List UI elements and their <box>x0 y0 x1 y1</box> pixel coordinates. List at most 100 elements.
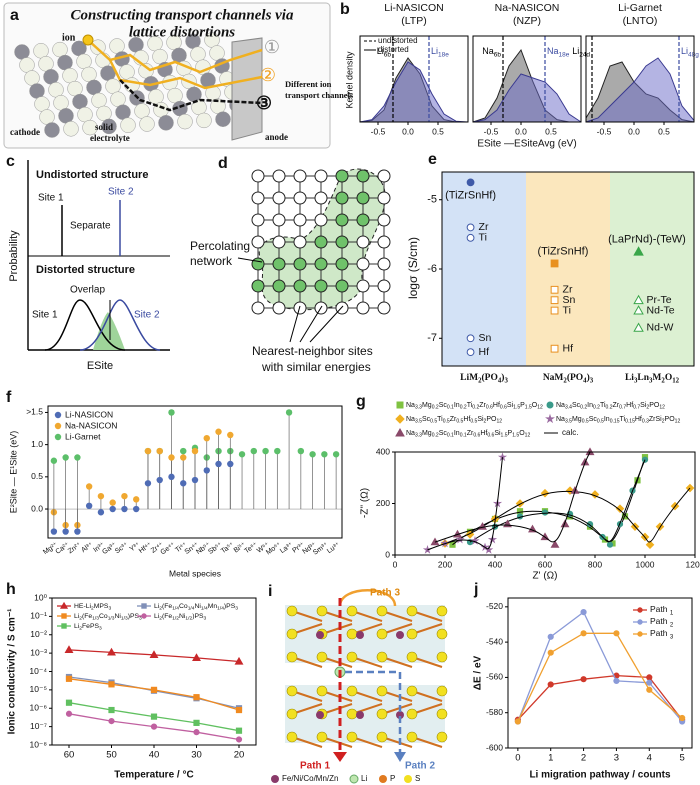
x-tick-label: -0.5 <box>371 126 386 136</box>
axis-title: E²Site — E¹Site (eV) <box>8 431 18 514</box>
plot-frame <box>585 35 695 123</box>
site <box>335 279 349 293</box>
stem-head <box>168 454 175 461</box>
site <box>293 257 307 271</box>
atom <box>316 711 324 719</box>
ion-path <box>119 79 263 112</box>
title: Constructing transport channels via <box>71 7 294 23</box>
site-label: Na18e <box>547 46 570 58</box>
legend-swatch <box>637 619 643 625</box>
x-tick-label: 0.5 <box>545 126 557 136</box>
site <box>335 235 349 249</box>
y-tick-label: 10⁻¹ <box>30 611 47 621</box>
legend-label: HE-Li2MPS3 <box>74 603 111 612</box>
site <box>272 301 286 315</box>
point <box>550 540 560 548</box>
legend-label: Li2(Fe1/4Co1/4Ni1/4Mn1/4)PS3 <box>154 603 238 612</box>
stem-head <box>62 528 69 535</box>
y-tick-label: -600 <box>486 742 503 752</box>
point <box>606 541 614 548</box>
site-curve <box>44 299 126 351</box>
legend-label: Path 2 <box>650 616 674 628</box>
x-tick-label: -0.5 <box>484 126 499 136</box>
point-label: Ti <box>479 232 487 244</box>
axis-title: -Z'' (Ω) <box>360 488 371 518</box>
y-tick-label: 0.0 <box>31 503 43 513</box>
legend-label: Na3.5Sc0.5Ti0.5Zr0.5Hf0.5Si2PO12 <box>406 416 502 425</box>
axis-title: Z' (Ω) <box>533 571 558 582</box>
channel-number: ③ <box>256 93 272 113</box>
atom <box>406 651 418 663</box>
atom <box>346 628 358 640</box>
y-tick-label: 10⁻² <box>30 629 47 639</box>
x-tick-label: 50 <box>106 750 117 761</box>
y-tick-label: -540 <box>486 636 503 646</box>
y-tick-label: 10⁻³ <box>30 647 47 657</box>
site <box>272 235 286 249</box>
site <box>272 213 286 227</box>
stem-head <box>191 447 199 455</box>
axis-title: Probability <box>8 230 20 282</box>
panel-d: d Percolating network Nearest-neighbor s… <box>190 155 391 374</box>
x-tick-label: 20 <box>234 750 245 761</box>
title: lattice distortions <box>129 24 235 40</box>
point <box>550 285 559 294</box>
point <box>550 296 559 305</box>
point <box>550 259 559 268</box>
point <box>193 719 200 726</box>
site-label: Site 1 <box>32 310 58 321</box>
ion-path <box>87 39 263 74</box>
atom <box>110 91 126 107</box>
atom <box>396 631 404 639</box>
point <box>580 630 587 637</box>
atom <box>38 56 54 72</box>
cathode-label: cathode <box>10 127 40 137</box>
anode-slab <box>231 37 263 141</box>
stem-head <box>156 447 163 455</box>
atom <box>316 685 328 697</box>
legend-swatch <box>379 775 387 783</box>
legend-label: Li2(Fe1/2Ni1/2)PS3 <box>154 613 207 622</box>
note: Different ion <box>285 79 332 89</box>
stem-head <box>262 447 269 455</box>
site <box>377 169 391 183</box>
x-tick-label: 800 <box>588 559 602 569</box>
series-line <box>517 674 683 721</box>
stem-head <box>309 451 316 458</box>
legend-label: undistorted <box>378 36 418 45</box>
point-label: Nd-W <box>647 322 674 334</box>
separate-label: Separate <box>70 221 111 232</box>
x-tick-label: 3 <box>614 753 619 764</box>
site <box>314 257 328 271</box>
atom <box>376 685 388 697</box>
point <box>193 729 200 736</box>
y-tick-label: 400 <box>376 446 390 456</box>
point-label: (TiZrSnHf) <box>445 189 496 201</box>
point <box>633 322 644 332</box>
point <box>65 699 73 706</box>
point <box>108 717 115 725</box>
stem-head <box>50 528 58 535</box>
atom <box>76 53 92 70</box>
stem-head <box>180 480 187 487</box>
category-label: LiM2(PO4)3 <box>460 372 508 384</box>
y-tick-label: 10⁻⁵ <box>30 684 47 694</box>
legend-label: Path 1 <box>650 604 674 616</box>
stem-head <box>250 447 257 455</box>
y-tick-label: 10⁰ <box>34 592 47 602</box>
atom <box>436 708 448 720</box>
x-tick-label: 0.0 <box>402 126 414 136</box>
atom <box>109 38 125 54</box>
site-label: Na6b <box>482 46 501 58</box>
point-label: (TiZrSnHf) <box>537 245 588 257</box>
atom <box>52 41 68 58</box>
site <box>272 257 286 271</box>
stem-head <box>97 509 105 516</box>
point <box>646 686 653 693</box>
site-curve <box>79 299 161 351</box>
x-tick-label: Sc³⁺ <box>114 541 130 555</box>
y-tick-label: >1.5 <box>26 407 43 417</box>
point <box>633 246 644 256</box>
x-tick-label: 1 <box>548 753 553 764</box>
legend-swatch <box>54 433 62 441</box>
